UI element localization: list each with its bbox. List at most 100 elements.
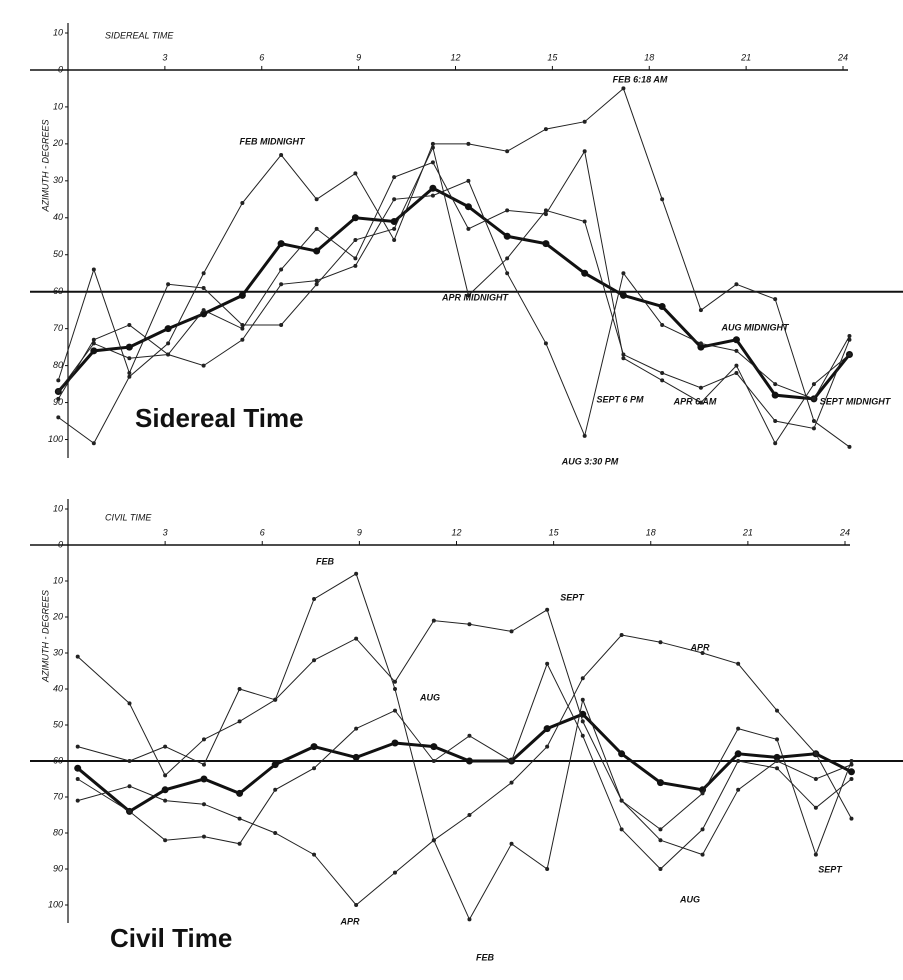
data-point: [775, 766, 780, 771]
x-tick-label: 21: [740, 52, 751, 62]
y-tick-label: 40: [53, 683, 63, 693]
y-tick-label: 80: [53, 360, 63, 370]
annotation: AUG 3:30 PM: [561, 456, 619, 466]
data-point: [353, 263, 358, 268]
data-point: [127, 322, 132, 327]
y-tick-label: 40: [53, 212, 63, 222]
data-point: [545, 607, 550, 612]
data-point: [545, 661, 550, 666]
data-point: [314, 278, 319, 283]
data-point: [91, 441, 96, 446]
data-point: [543, 208, 548, 213]
data-point: [237, 719, 242, 724]
data-point: [312, 597, 317, 601]
annotation: SEPT MIDNIGHT: [820, 396, 892, 406]
data-point: [849, 759, 854, 763]
annotation: APR: [339, 916, 360, 926]
data-point: [580, 697, 585, 702]
data-point: [467, 733, 472, 738]
data-point: [582, 433, 587, 438]
data-point: [238, 291, 246, 299]
data-point: [273, 787, 278, 792]
data-point: [354, 903, 359, 907]
data-point: [392, 687, 397, 691]
y-tick-label: 50: [53, 249, 63, 259]
data-point: [811, 396, 816, 401]
y-tick-label: 50: [53, 719, 63, 729]
data-point: [849, 816, 854, 821]
annotation: APR: [689, 642, 710, 652]
y-tick-label: 10: [53, 575, 63, 585]
data-point: [734, 371, 739, 375]
series-line: [77, 634, 852, 906]
data-point: [164, 325, 172, 333]
data-point: [354, 571, 359, 576]
y-tick-label: 100: [48, 434, 63, 444]
data-point: [392, 226, 397, 231]
data-point: [698, 341, 703, 346]
data-point: [734, 348, 739, 353]
series-line: [76, 712, 853, 814]
data-point: [466, 178, 471, 183]
data-point: [240, 337, 245, 342]
data-point: [697, 343, 705, 351]
data-point: [201, 762, 206, 767]
annotation: SEPT: [560, 592, 585, 602]
data-point: [56, 378, 61, 383]
data-point: [161, 786, 169, 794]
data-point: [698, 385, 703, 390]
data-point: [392, 870, 397, 875]
x-tick-label: 18: [646, 527, 656, 537]
data-point: [813, 805, 818, 810]
data-point: [509, 780, 514, 785]
data-point: [775, 759, 780, 763]
data-point: [466, 141, 471, 146]
data-point: [201, 308, 206, 313]
data-point: [660, 322, 665, 327]
data-point: [700, 827, 705, 832]
data-point: [811, 382, 816, 387]
data-point: [700, 651, 705, 655]
data-point: [91, 341, 96, 346]
y-tick-label: 10: [53, 503, 63, 513]
y-tick-label: 70: [53, 791, 63, 801]
x-tick-label: 3: [163, 527, 168, 537]
data-point: [621, 271, 626, 276]
data-point: [163, 773, 168, 778]
data-point: [811, 426, 816, 431]
data-point: [700, 791, 705, 796]
data-point: [543, 725, 551, 733]
annotation: FEB 6:18 AM: [613, 74, 668, 84]
series-line: [57, 149, 850, 445]
data-point: [505, 208, 510, 213]
x-axis-label: CIVIL TIME: [105, 512, 152, 522]
x-axis-label: SIDEREAL TIME: [105, 30, 174, 40]
annotation: AUG MIDNIGHT: [721, 322, 790, 332]
data-point: [312, 658, 317, 663]
series-line: [58, 87, 850, 448]
y-tick-label: 60: [53, 755, 63, 765]
annotation: AUG: [679, 894, 700, 904]
data-point: [166, 282, 171, 287]
x-tick-label: 12: [451, 527, 461, 537]
data-point: [698, 400, 703, 405]
data-point: [847, 768, 855, 776]
data-point: [312, 852, 317, 857]
data-point: [811, 419, 816, 424]
chart-title: Civil Time: [110, 923, 232, 953]
data-point: [543, 212, 548, 217]
annotation: FEB MIDNIGHT: [240, 136, 306, 146]
data-point: [354, 726, 359, 731]
y-axis-label: AZIMUTH - DEGREES: [40, 590, 50, 683]
data-point: [465, 757, 473, 765]
data-point: [542, 240, 550, 248]
data-point: [75, 744, 80, 749]
y-tick-label: 90: [53, 863, 63, 873]
data-point: [91, 267, 96, 272]
data-point: [619, 291, 627, 299]
data-point: [277, 240, 285, 248]
data-point: [127, 701, 132, 706]
data-point: [271, 761, 279, 769]
data-point: [736, 726, 741, 731]
